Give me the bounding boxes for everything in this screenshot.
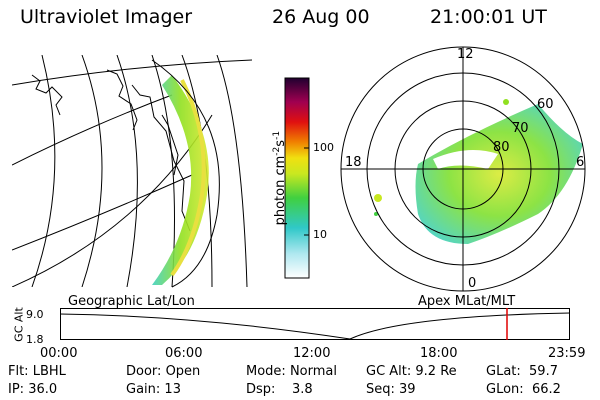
polar-map bbox=[340, 46, 586, 292]
status-dsp: Dsp: 3.8 bbox=[246, 382, 313, 397]
status-glon: GLon: 66.2 bbox=[486, 382, 561, 397]
timeline-xtick-0600: 06:00 bbox=[165, 346, 203, 361]
timeline-ytick-9: 9.0 bbox=[26, 308, 44, 321]
status-seq: Seq: 39 bbox=[366, 382, 416, 397]
mlt-label-18: 18 bbox=[345, 155, 362, 170]
geographic-caption: Geographic Lat/Lon bbox=[68, 294, 195, 309]
status-flt: Flt: LBHL bbox=[8, 364, 66, 379]
status-ip: IP: 36.0 bbox=[8, 382, 58, 397]
timeline-xtick-1200: 12:00 bbox=[293, 346, 331, 361]
status-gain: Gain: 13 bbox=[126, 382, 181, 397]
polar-aurora bbox=[415, 104, 583, 244]
timeline-xtick-2359: 23:59 bbox=[548, 346, 586, 361]
timeline-ytick-1.8: 1.8 bbox=[26, 333, 44, 346]
timeline-axis-label: GC Alt bbox=[12, 307, 26, 342]
mlt-label-0: 0 bbox=[468, 276, 477, 291]
status-glat: GLat: 59.7 bbox=[486, 364, 558, 379]
time-label: 21:00:01 UT bbox=[430, 6, 547, 28]
mlt-label-6: 6 bbox=[576, 155, 585, 170]
timeline-xtick-0000: 00:00 bbox=[40, 346, 78, 361]
timeline-xtick-1800: 18:00 bbox=[420, 346, 458, 361]
mlat-label-70: 70 bbox=[512, 121, 529, 136]
colorbar-tick-100: 100 bbox=[313, 141, 334, 154]
date-label: 26 Aug 00 bbox=[272, 6, 370, 28]
mlat-label-60: 60 bbox=[537, 97, 554, 112]
mlat-label-80: 80 bbox=[493, 140, 510, 155]
geographic-map bbox=[12, 55, 252, 288]
colorbar-tick-10: 10 bbox=[313, 228, 327, 241]
status-door: Door: Open bbox=[126, 364, 201, 379]
colorbar bbox=[284, 77, 310, 279]
instrument-title: Ultraviolet Imager bbox=[20, 6, 193, 28]
timeline-plot bbox=[59, 308, 571, 340]
status-mode: Mode: Normal bbox=[246, 364, 337, 379]
colorbar-unit-label: photon cm-2s-1 bbox=[271, 130, 289, 226]
polar-caption: Apex MLat/MLT bbox=[418, 294, 516, 309]
mlt-label-12: 12 bbox=[457, 47, 474, 62]
status-gcalt: GC Alt: 9.2 Re bbox=[366, 364, 457, 379]
